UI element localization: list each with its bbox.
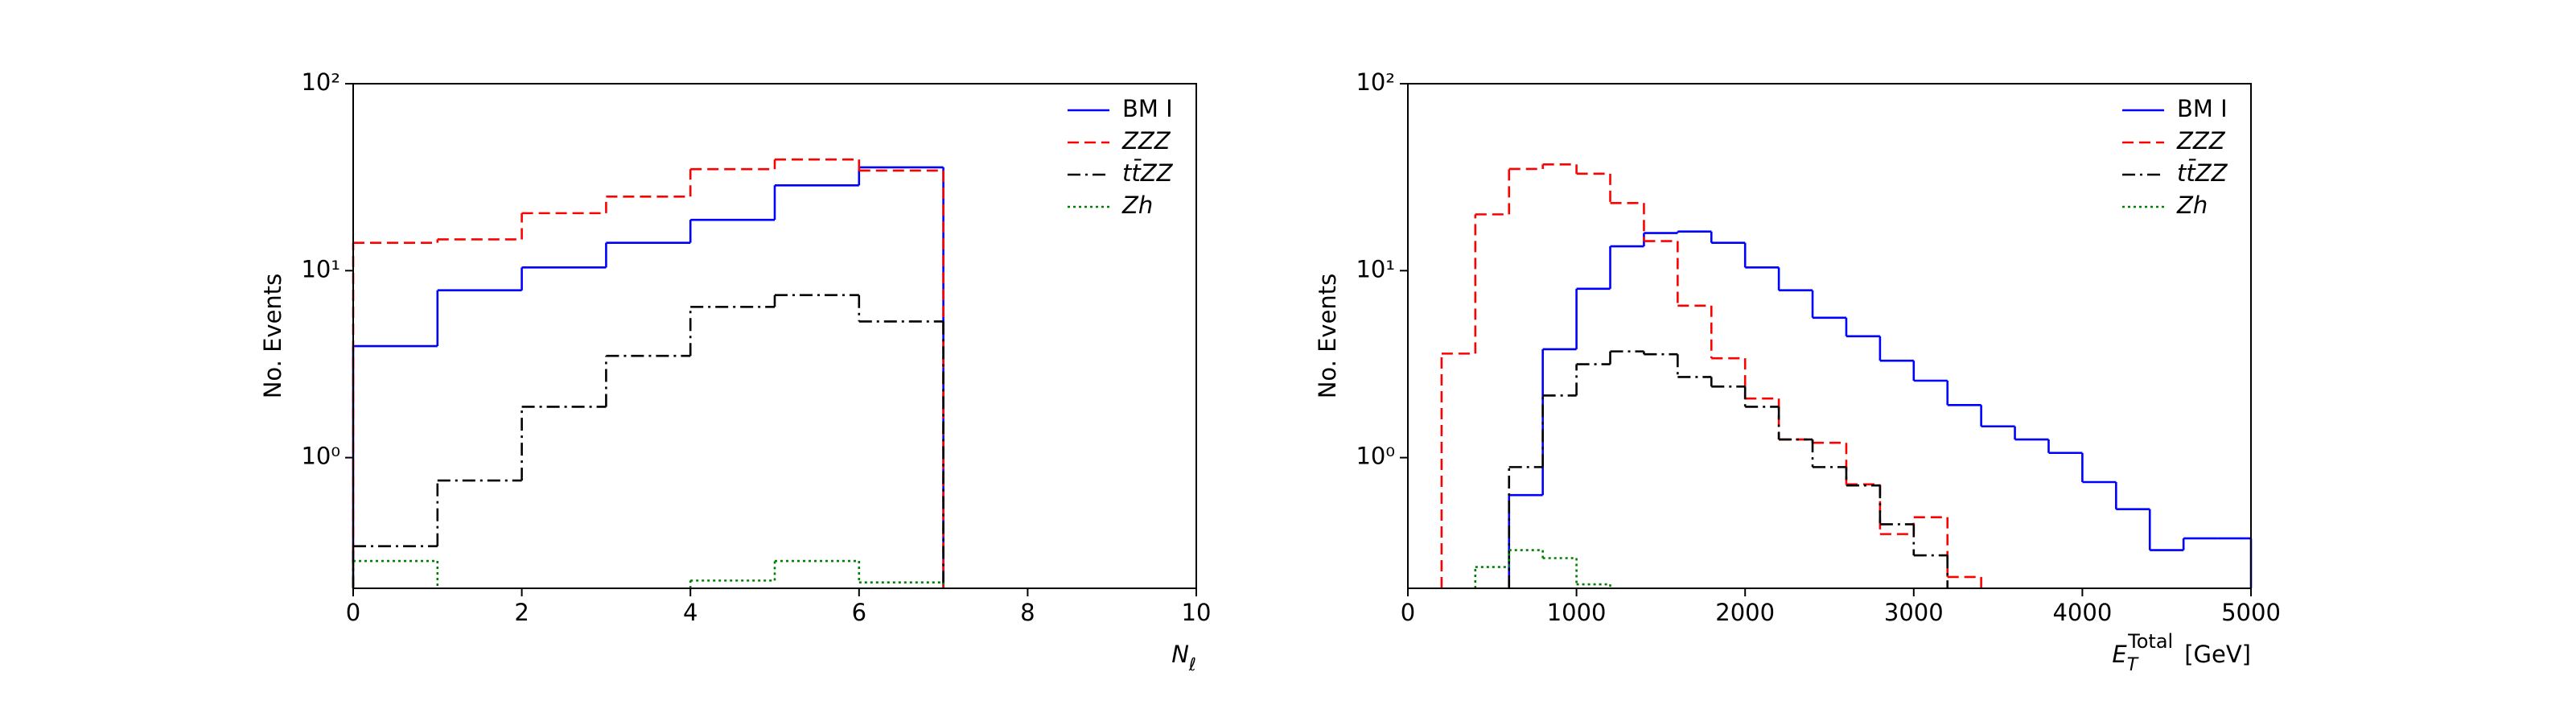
x-tick-label: 0 — [1401, 599, 1415, 626]
y-axis-label: No. Events — [1314, 274, 1341, 399]
plot-frame — [352, 83, 1197, 589]
x-label-base: E — [2112, 641, 2127, 668]
y-tick-label: 10⁰ — [1356, 443, 1395, 470]
x-label-unit: [GeV] — [2184, 641, 2251, 668]
x-label-base: N — [1171, 641, 1189, 668]
y-tick-label: 10¹ — [1356, 255, 1395, 282]
x-tick-label: 2 — [514, 599, 529, 626]
y-tick-label: 10⁰ — [301, 443, 340, 470]
x-tick-label: 1000 — [1547, 599, 1607, 626]
plot: 10⁰ 10¹ 10² 0 2 4 6 8 10 BM I ZZZ tt̄ZZ Zh No. Events… — [259, 68, 1211, 675]
x-tick-label: 5000 — [2221, 599, 2281, 626]
x-tick-label: 4000 — [2052, 599, 2112, 626]
plot: 10⁰ 10¹ 10² 0 1000 2000 3000 4000 5000 BM I ZZZ tt̄… — [1314, 68, 2281, 675]
y-tick-label: 10¹ — [301, 255, 340, 282]
legend-label: tt̄ZZ — [2177, 159, 2228, 187]
x-tick-label: 2000 — [1715, 599, 1775, 626]
x-tick-label: 0 — [346, 599, 360, 626]
x-tick-label: 6 — [852, 599, 866, 626]
legend-label: BM I — [1122, 95, 1173, 122]
legend-label: ZZZ — [2176, 127, 2226, 155]
x-tick-label: 4 — [683, 599, 697, 626]
y-tick-label: 10² — [1356, 68, 1395, 96]
x-label-sup: Total — [2127, 630, 2173, 653]
x-label-sub: ℓ — [1188, 655, 1196, 675]
legend-label: ZZZ — [1121, 127, 1171, 155]
legend-label: tt̄ZZ — [1122, 159, 1174, 187]
y-axis-label: No. Events — [259, 274, 286, 399]
x-tick-label: 10 — [1182, 599, 1212, 626]
legend-label: Zh — [2176, 192, 2208, 219]
plot-frame — [1407, 83, 2252, 589]
legend-label: BM I — [2177, 95, 2228, 122]
x-axis-label: ETTotal [GeV] — [2112, 630, 2251, 675]
x-tick-label: 3000 — [1884, 599, 1944, 626]
x-label-sub: T — [2127, 655, 2139, 675]
y-tick-label: 10² — [301, 68, 340, 96]
x-axis-label: Nℓ — [1171, 641, 1196, 675]
x-tick-label: 8 — [1020, 599, 1035, 626]
legend-label: Zh — [1121, 192, 1153, 219]
